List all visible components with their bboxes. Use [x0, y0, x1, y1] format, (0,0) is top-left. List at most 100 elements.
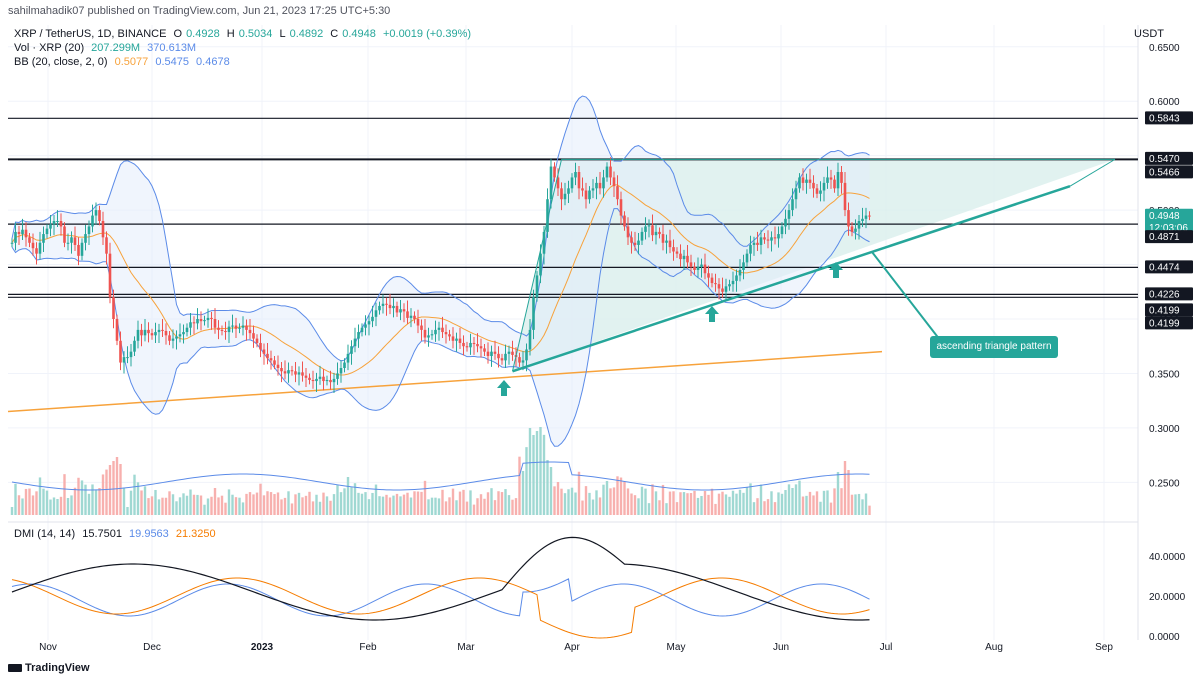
- price-badge: 0.4226: [1145, 287, 1193, 301]
- candle-body: [612, 177, 616, 187]
- candle-body: [49, 224, 52, 229]
- time-tick: Mar: [457, 642, 475, 653]
- candle-body: [364, 324, 367, 328]
- volume-bar: [616, 476, 619, 515]
- candle-body: [556, 177, 560, 189]
- volume-bar: [199, 495, 203, 515]
- volume-bar: [322, 492, 325, 515]
- symbol-label[interactable]: XRP / TetherUS, 1D, BINANCE: [14, 28, 167, 40]
- volume-bar: [626, 488, 630, 515]
- volume-bar: [416, 491, 420, 515]
- volume-bar: [168, 491, 171, 515]
- volume-bar: [808, 491, 812, 515]
- candle-body: [434, 329, 437, 335]
- candle-body: [549, 166, 553, 200]
- volume-bar: [612, 487, 616, 515]
- volume-bar: [402, 494, 406, 515]
- volume-bar: [395, 493, 399, 515]
- low-value: 0.4892: [289, 28, 324, 40]
- candle-body: [35, 248, 38, 254]
- price-badge-bg: [1145, 230, 1193, 244]
- volume-bar: [451, 488, 455, 515]
- price-tick: 0.6500: [1149, 43, 1180, 54]
- candle-body: [486, 351, 490, 357]
- price-badge-bg: [1145, 260, 1193, 274]
- adx-line: [11, 536, 870, 621]
- volume-bar: [423, 480, 427, 515]
- candle-body: [469, 342, 472, 348]
- bollinger-legend[interactable]: BB (20, close, 2, 0) 0.5077 0.5475 0.467…: [14, 56, 234, 68]
- volume-legend[interactable]: Vol · XRP (20) 207.299M 370.613M: [14, 42, 200, 54]
- candle-body: [171, 338, 175, 341]
- dmi-indicator: [11, 536, 870, 639]
- candle-body: [115, 319, 119, 341]
- volume-bar: [868, 505, 871, 515]
- volume-bar: [175, 501, 178, 515]
- volume-bar: [437, 498, 441, 515]
- volume-bar: [595, 490, 598, 515]
- dmi-label: DMI (14, 14): [14, 528, 76, 540]
- volume-bar: [717, 493, 721, 515]
- volume-bar: [269, 492, 273, 515]
- candle-body: [178, 334, 182, 337]
- price-badge: 0.5466: [1145, 165, 1193, 179]
- volume-bar: [350, 486, 353, 515]
- volume-bar: [815, 491, 819, 515]
- price-badge-bg: [1145, 287, 1193, 301]
- volume-bar: [714, 503, 717, 515]
- candle-body: [476, 344, 479, 347]
- candle-body: [847, 210, 850, 227]
- candle-body: [609, 166, 612, 178]
- candle-body: [738, 270, 742, 276]
- candle-body: [304, 375, 308, 378]
- candle-body: [430, 334, 434, 336]
- candle-body: [546, 199, 549, 232]
- candle-body: [525, 349, 528, 361]
- candle-body: [227, 326, 231, 333]
- candle-body: [605, 166, 609, 178]
- volume-bar: [66, 498, 70, 515]
- main-legend: XRP / TetherUS, 1D, BINANCE O 0.4928 H 0.5…: [14, 28, 475, 40]
- candle-body: [721, 288, 724, 292]
- volume-bar: [486, 492, 490, 515]
- volume-bar: [441, 489, 444, 515]
- candle-body: [353, 338, 357, 347]
- volume-ma-line: [11, 461, 870, 491]
- volume-bar: [731, 490, 735, 515]
- candle-body: [28, 237, 31, 243]
- volume-bar: [588, 492, 591, 515]
- volume-bar: [315, 494, 318, 515]
- volume-bar: [427, 499, 430, 515]
- candle-body: [255, 338, 259, 343]
- candle-body: [315, 378, 318, 382]
- triangle-left-edge: [512, 159, 562, 372]
- dmi-legend[interactable]: DMI (14, 14) 15.7501 19.9563 21.3250: [14, 528, 220, 540]
- long-term-support-line: [7, 350, 883, 413]
- candle-body: [763, 237, 766, 240]
- volume-bar: [528, 428, 532, 515]
- candle-body: [168, 335, 171, 341]
- bb-upper-line: [11, 95, 870, 362]
- volume-bar: [133, 474, 136, 515]
- volume-bar: [591, 499, 595, 515]
- volume-bar: [840, 488, 843, 515]
- candle-body: [59, 221, 63, 227]
- volume-bar: [105, 469, 108, 515]
- volume-bar: [94, 489, 98, 515]
- volume-bar: [339, 492, 343, 515]
- candle-body: [672, 247, 675, 252]
- volume-bar: [203, 504, 206, 515]
- candle-body: [598, 182, 602, 189]
- bb-lower-value: 0.4678: [196, 56, 230, 68]
- volume-bar: [665, 503, 668, 515]
- candle-body: [616, 186, 619, 200]
- candle-body: [595, 182, 598, 189]
- candle-body: [301, 372, 304, 376]
- volume-bar: [178, 497, 182, 515]
- volume-bar: [343, 488, 346, 515]
- tradingview-logo[interactable]: TradingView: [8, 662, 90, 674]
- volume-bar: [17, 495, 21, 515]
- volume-bar: [658, 500, 661, 515]
- volume-bar: [490, 488, 493, 515]
- volume-bar: [266, 491, 269, 515]
